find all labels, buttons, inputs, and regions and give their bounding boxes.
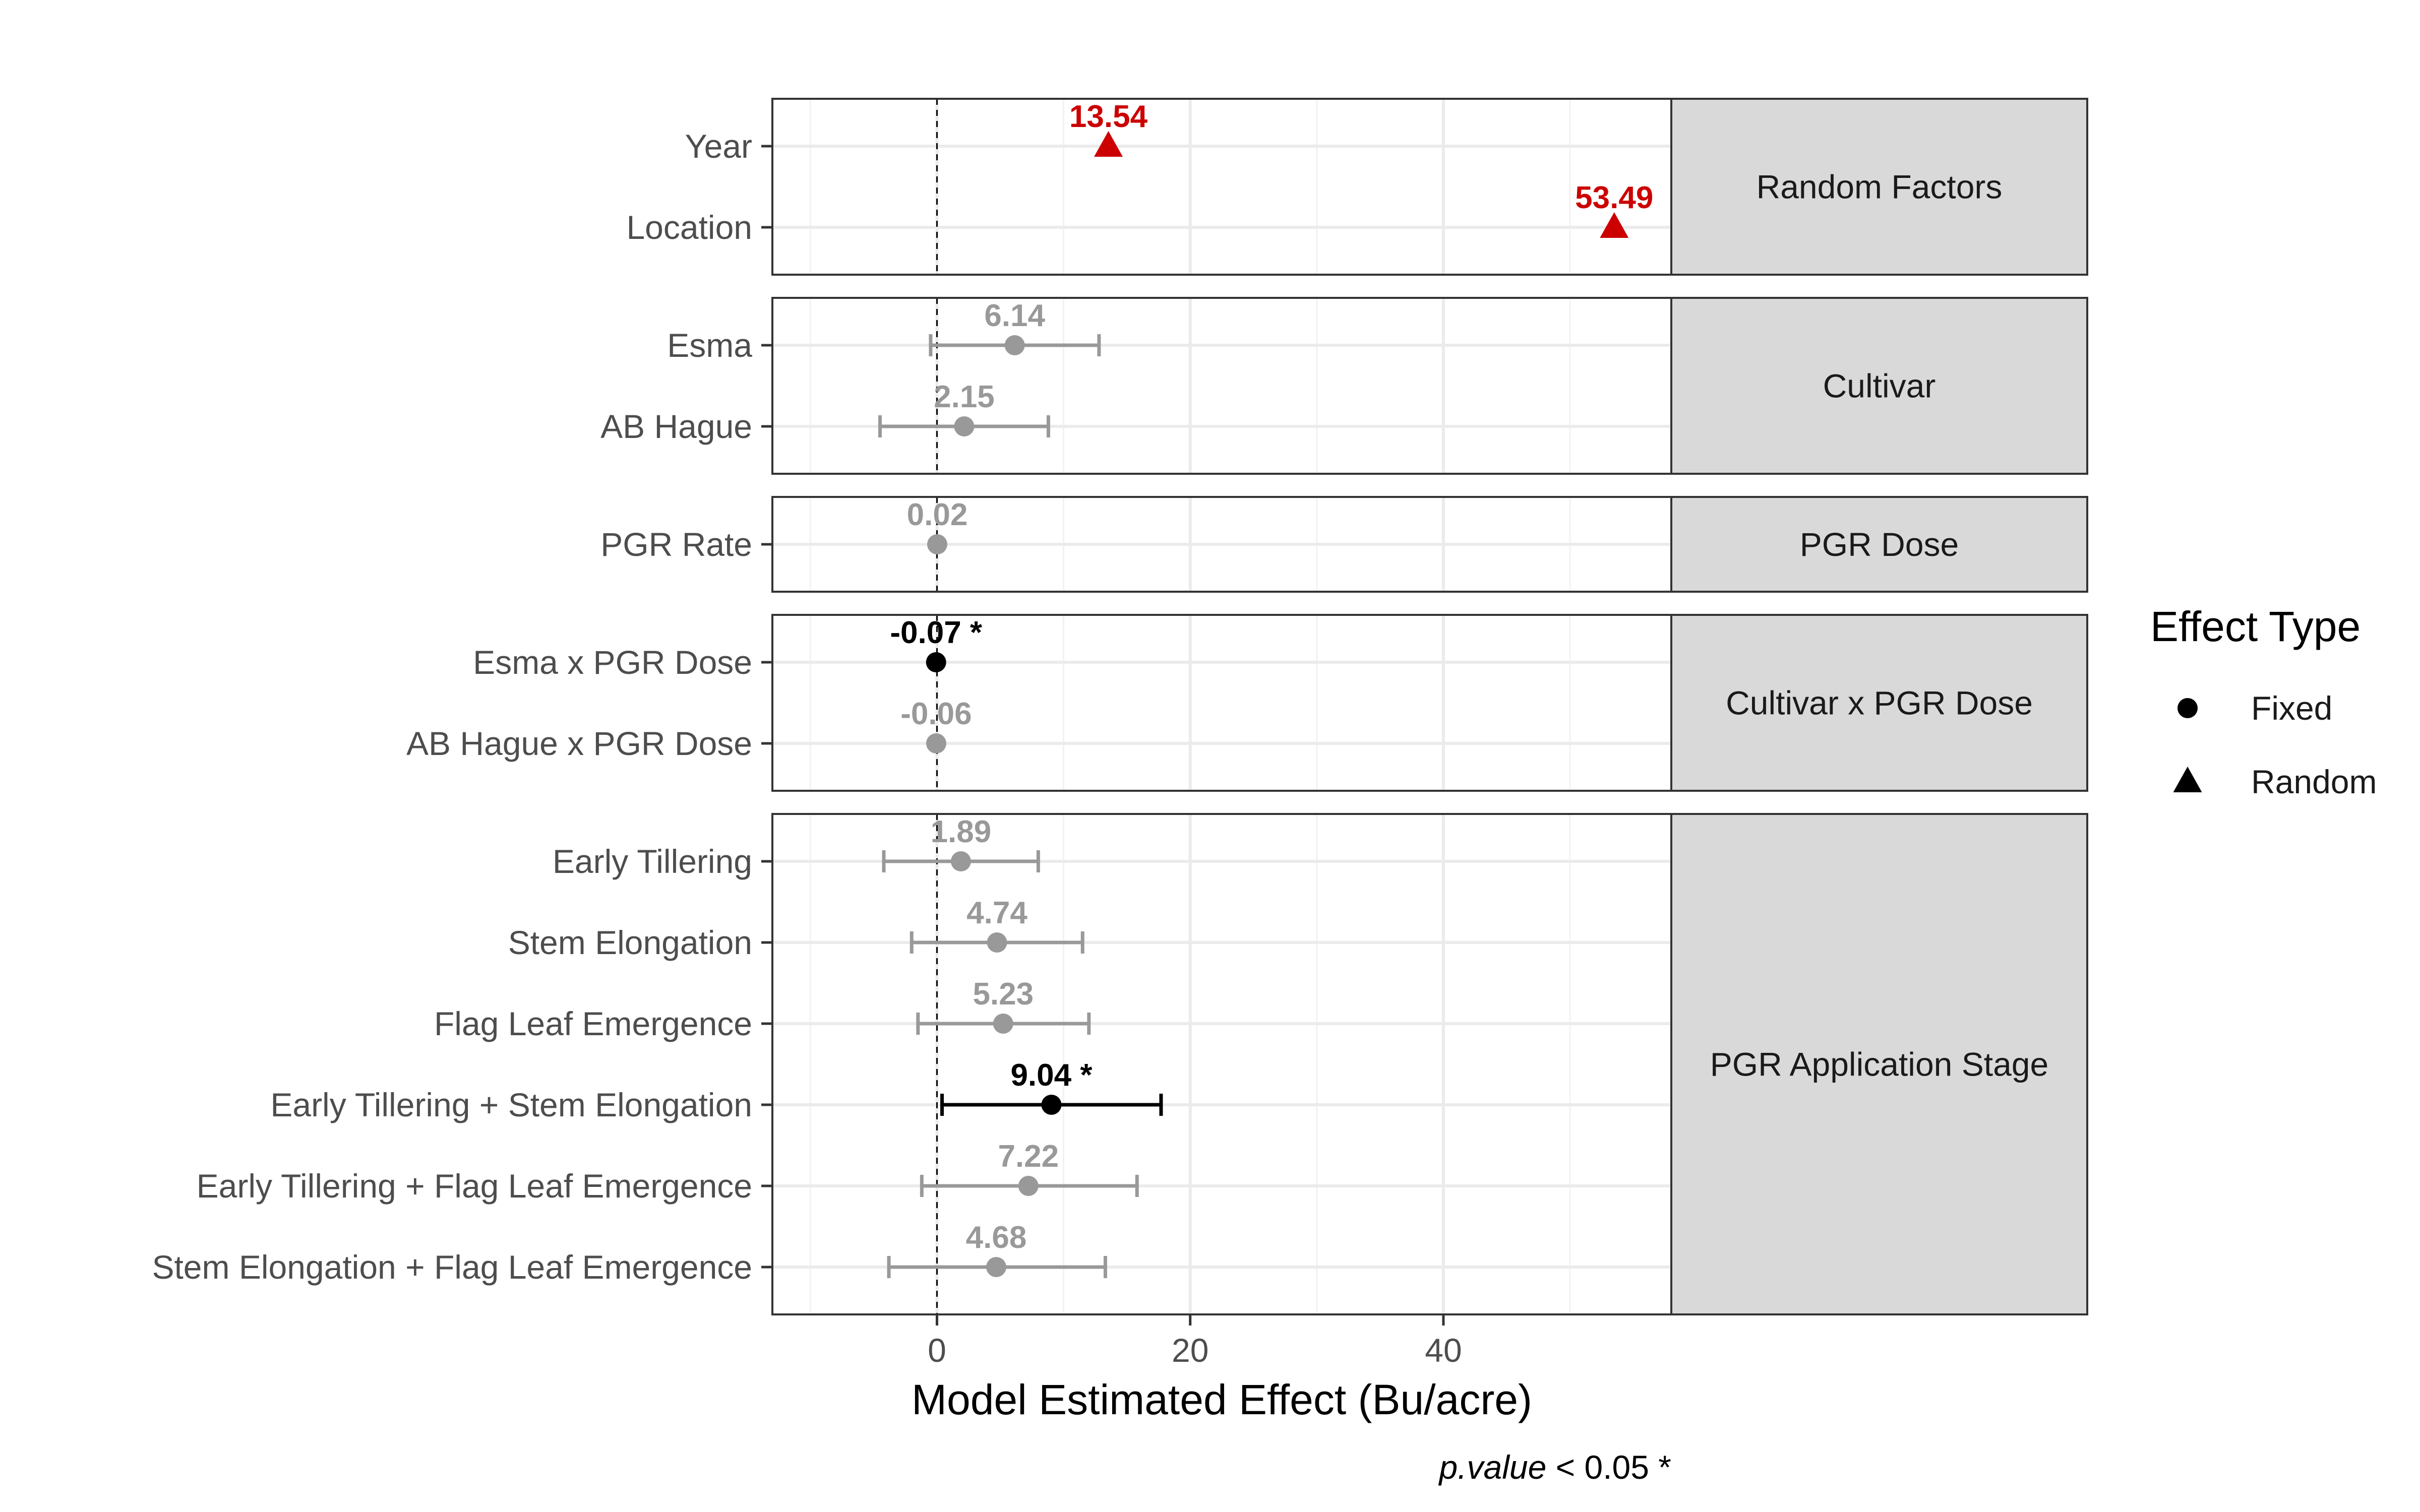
facet-strip <box>1670 813 2088 1315</box>
facet-random-factors: Year 13.54 Location 53.49 Random Factors <box>626 98 2088 276</box>
data-label: -0.06 <box>900 697 972 731</box>
data-point <box>926 652 946 672</box>
y-tick-label: Year <box>685 128 752 165</box>
data-point <box>927 534 947 554</box>
data-point <box>926 733 946 753</box>
y-tick-label: AB Hague <box>600 408 752 445</box>
data-label: 0.02 <box>907 497 968 532</box>
data-label: 13.54 <box>1069 99 1148 134</box>
facet-label: Cultivar x PGR Dose <box>1726 684 2033 722</box>
caption: p.value < 0.05 * <box>1438 1448 1671 1486</box>
data-point <box>954 416 975 436</box>
y-tick-label: Location <box>626 209 752 246</box>
legend-label: Random <box>2251 763 2377 800</box>
y-tick-label: PGR Rate <box>600 526 752 563</box>
data-point <box>950 851 971 871</box>
facet-strip <box>1670 98 2088 276</box>
data-point <box>1041 1095 1062 1115</box>
x-tick-label: 20 <box>1172 1332 1208 1369</box>
data-point <box>1094 131 1123 157</box>
facet-strip <box>1670 496 2088 593</box>
data-label: 53.49 <box>1575 180 1653 215</box>
y-tick-label: Stem Elongation + Flag Leaf Emergence <box>152 1248 752 1286</box>
data-point <box>1004 335 1025 355</box>
legend-item-random: Random <box>2173 763 2377 800</box>
data-label: 5.23 <box>973 977 1034 1012</box>
facet-label: Random Factors <box>1757 168 2003 206</box>
y-tick-label: AB Hague x PGR Dose <box>406 725 752 762</box>
x-axis-title: Model Estimated Effect (Bu/acre) <box>912 1376 1532 1423</box>
y-tick-label: Flag Leaf Emergence <box>434 1005 752 1042</box>
data-point <box>1600 212 1629 238</box>
x-tick-label: 0 <box>928 1332 946 1369</box>
data-label: 9.04 * <box>1010 1058 1093 1093</box>
y-tick-label: Early Tillering + Flag Leaf Emergence <box>197 1167 752 1205</box>
data-label: -0.07 * <box>890 615 983 650</box>
caption-text: p.value < 0.05 * <box>1438 1448 1671 1486</box>
panel-background <box>772 99 1671 275</box>
x-tick-label: 40 <box>1425 1332 1462 1369</box>
data-label: 7.22 <box>998 1139 1059 1174</box>
legend-item-fixed: Fixed <box>2177 689 2332 727</box>
data-label: 1.89 <box>931 814 992 849</box>
y-tick-label: Esma x PGR Dose <box>473 644 752 681</box>
facet-cultivar: Esma 6.14 AB Hague 2.15 Cultivar <box>600 297 2088 475</box>
facet-strip <box>1670 297 2088 475</box>
data-point <box>987 932 1007 953</box>
legend-key <box>2173 767 2202 792</box>
panel-background <box>772 814 1671 1314</box>
y-tick-label: Stem Elongation <box>508 924 752 961</box>
data-label: 2.15 <box>934 380 995 414</box>
data-point <box>993 1014 1013 1034</box>
y-tick-label: Early Tillering + Stem Elongation <box>270 1086 752 1123</box>
panel-background <box>772 298 1671 474</box>
data-label: 6.14 <box>984 298 1045 333</box>
legend-title: Effect Type <box>2150 603 2361 650</box>
legend-label: Fixed <box>2251 689 2332 727</box>
facet-label: PGR Dose <box>1800 526 1959 563</box>
data-point <box>1018 1176 1039 1196</box>
legend: Effect Type Fixed Random <box>2150 603 2377 800</box>
facet-pgr-application-stage: Early Tillering 1.89 Stem Elongation 4.74 Fl… <box>152 813 2088 1315</box>
y-tick-label: Early Tillering <box>553 843 752 880</box>
facet-cultivar-x-pgr-dose: Esma x PGR Dose -0.07 * AB Hague x PGR Dos… <box>406 614 2088 792</box>
caption-rest: < 0.05 * <box>1546 1448 1671 1486</box>
data-point <box>986 1257 1006 1277</box>
x-axis: 0 20 40 Model Estimated Effect (Bu/acre) <box>912 1314 1532 1423</box>
facet-label: Cultivar <box>1823 367 1936 405</box>
facet-strip <box>1670 614 2088 792</box>
legend-key <box>2177 698 2198 718</box>
caption-italic: p.value <box>1438 1448 1546 1486</box>
panel-background <box>772 615 1671 791</box>
data-label: 4.74 <box>966 896 1027 930</box>
y-tick-label: Esma <box>667 327 752 364</box>
facet-pgr-dose: PGR Rate 0.02 PGR Dose <box>600 496 2088 593</box>
facet-label: PGR Application Stage <box>1710 1046 2048 1083</box>
facets-layer: Year 13.54 Location 53.49 Random Factors Esma… <box>152 98 2088 1315</box>
data-label: 4.68 <box>966 1220 1027 1255</box>
